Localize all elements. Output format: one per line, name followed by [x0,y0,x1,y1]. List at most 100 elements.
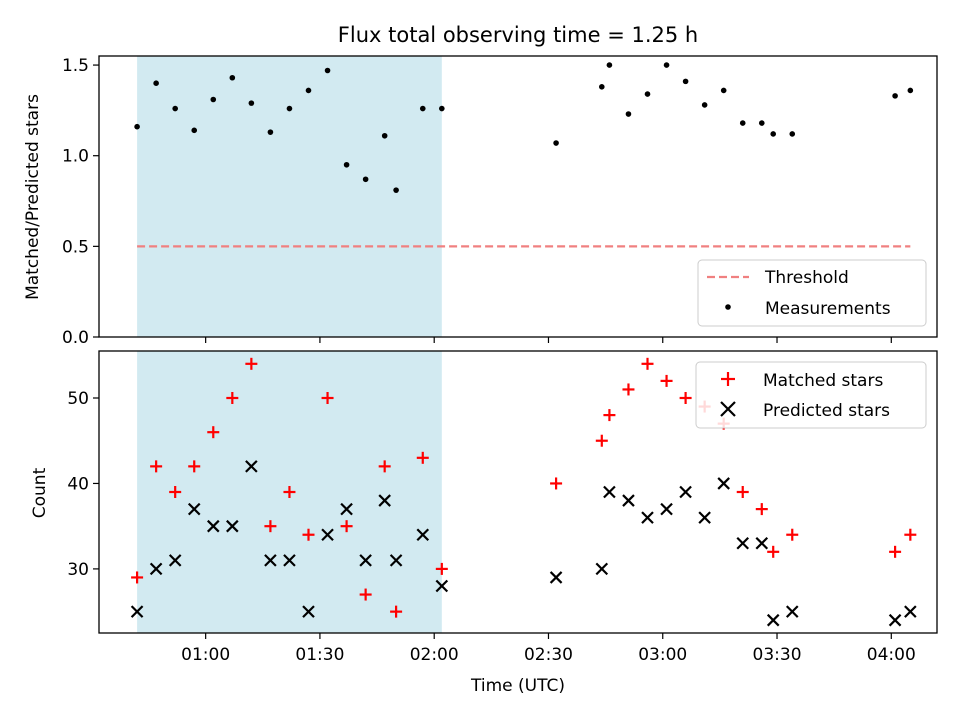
x-tick-label: 02:30 [524,645,573,665]
predicted-star-point [283,554,296,567]
matched-legend-swatch [721,372,735,386]
measurements-legend-label: Measurements [765,299,891,319]
predicted-star-point [679,485,692,499]
matched-star-point [169,486,182,498]
predicted-star-point [622,494,635,507]
matched-star-point [622,383,635,396]
x-tick-label: 04:00 [867,645,916,665]
ratio-axes-frame [98,55,938,338]
measurement-point [439,105,445,112]
measurement-point [758,120,765,126]
measurement-point [134,123,140,130]
measurement-point [267,129,274,135]
measurement-point [210,96,217,103]
measurement-point [553,140,559,146]
predicted-stars-series [130,460,917,627]
y-tick-label: 0.0 [62,328,89,348]
matched-star-point [889,545,902,558]
count-panel: 30 40 50 01:00 01:30 02:00 02:30 03:00 03:30 04:… [30,350,938,696]
y-tick-label: 30 [67,560,89,580]
count-y-axis-label: Count [30,467,50,518]
matched-star-point [321,392,334,404]
predicted-star-point [302,605,315,618]
predicted-star-point [603,485,616,499]
measurement-point [606,62,613,68]
predicted-legend-swatch [720,401,736,417]
predicted-star-point [766,613,780,627]
matched-star-point [188,460,201,473]
x-tick-label: 01:00 [181,645,230,665]
measurement-point [720,87,727,94]
ratio-y-axis-label: Matched/Predicted stars [23,94,43,300]
predicted-star-point [378,494,391,507]
y-tick-label: 1.5 [62,56,89,76]
x-stroke-b [283,554,296,567]
x-stroke-b [785,605,799,618]
y-tick-label: 40 [67,474,89,494]
matched-star-point [435,562,448,575]
x-stroke-b [755,536,769,550]
matched-star-point [359,588,372,601]
x-stroke-b [603,485,616,499]
predicted-star-point [264,554,277,567]
y-tick-label: 1.0 [62,147,89,167]
x-tick-label: 02:00 [410,645,459,665]
matched-star-point [245,357,258,370]
predicted-star-point [736,536,750,550]
x-stroke-b [660,502,673,516]
matched-star-point [679,392,692,404]
ratio-x-ticks [205,337,892,343]
measurement-point [305,87,312,94]
predicted-star-point [904,605,917,618]
x-stroke-b [888,613,902,627]
measurement-point [682,78,689,85]
predicted-star-point [226,519,239,533]
x-stroke-b [226,519,239,533]
measurement-point [286,105,293,112]
matched-star-point [131,571,144,584]
x-stroke-b [717,477,730,490]
measurement-point [153,80,159,86]
matched-star-point [283,486,296,498]
measurement-point [343,161,350,168]
predicted-star-point [416,528,430,542]
predicted-star-point [435,579,449,593]
measurement-point [701,102,708,108]
x-stroke-b [168,554,182,567]
x-stroke-b [904,605,917,618]
predicted-star-point [130,605,144,618]
x-tick-label: 01:30 [295,645,344,665]
predicted-star-point [359,554,372,567]
x-stroke-b [359,554,372,567]
predicted-star-point [206,519,220,533]
x-stroke-b [766,613,780,627]
measurement-point [393,187,399,193]
observing-span [137,56,442,337]
measurement-point [381,132,388,139]
ratio-panel: 0.0 0.5 1.0 1.5 Matched/Predicted stars Thr… [23,55,938,348]
x-axis-label: Time (UTC) [470,676,565,696]
measurement-point [625,111,632,117]
predicted-star-point [149,562,163,576]
matched-star-point [786,528,799,541]
matched-star-point [302,528,315,541]
matched-star-point [641,357,654,370]
measurement-point [362,176,369,183]
x-stroke-b [264,554,277,567]
x-stroke-b [641,511,654,524]
x-stroke-b [595,562,609,576]
x-stroke-b [736,536,750,550]
x-stroke-b [378,494,391,507]
x-stroke-b [206,519,220,533]
measurement-point [892,93,898,99]
count-legend: Matched stars Predicted stars [695,361,927,429]
x-stroke-b [149,562,163,576]
ratio-legend-box [697,259,927,327]
x-stroke-b [389,554,403,567]
matched-star-point [416,451,429,464]
x-stroke-b [187,502,201,516]
y-tick-label: 0.5 [62,237,89,257]
matched-star-point [660,374,673,387]
measurement-point [248,100,255,106]
